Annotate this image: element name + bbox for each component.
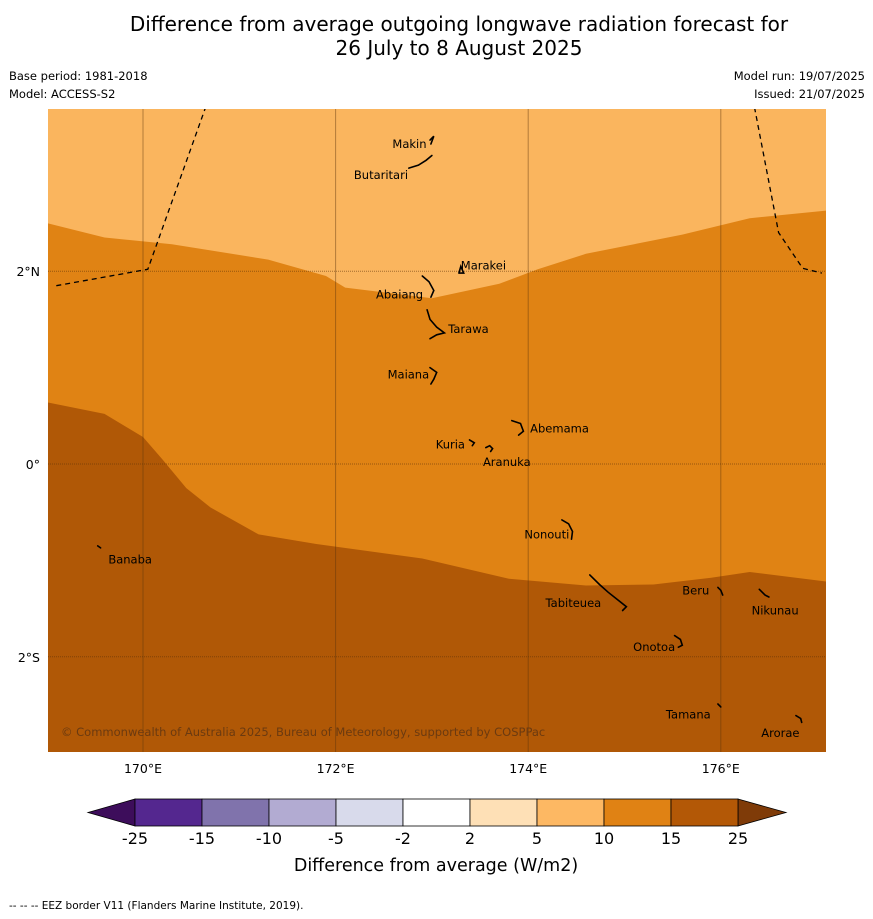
- colorbar-tick-label: -15: [189, 829, 215, 848]
- eez-footnote: -- -- -- EEZ border V11 (Flanders Marine…: [9, 900, 304, 912]
- island-label: Makin: [392, 137, 426, 151]
- colorbar-tick-label: -25: [122, 829, 148, 848]
- map-panel: Makin Butaritari Marakei Abaiang Tarawa Maian…: [16, 109, 826, 776]
- island-label: Marakei: [461, 258, 506, 272]
- title-line-2: 26 July to 8 August 2025: [335, 36, 583, 60]
- lon-tick-label: 170°E: [124, 761, 162, 776]
- island-outline: [96, 545, 102, 549]
- lon-tick-label: 172°E: [317, 761, 355, 776]
- lat-tick-label: 0°: [26, 457, 40, 472]
- model-name: Model: ACCESS-S2: [9, 87, 116, 101]
- colorbar-title: Difference from average (W/m2): [294, 856, 578, 876]
- island-outline: [426, 308, 447, 340]
- colorbar-segment: [268, 798, 337, 827]
- colorbar-segment: [335, 798, 404, 827]
- island-outline: [717, 703, 722, 708]
- copyright-notice: © Commonwealth of Australia 2025, Bureau…: [61, 725, 545, 739]
- island-label: Maiana: [388, 367, 430, 381]
- meta-left: Base period: 1981-2018 Model: ACCESS-S2: [9, 69, 148, 105]
- island-outline: [717, 586, 724, 596]
- colorbar-segment: [201, 798, 270, 827]
- base-period: Base period: 1981-2018: [9, 69, 148, 83]
- island-outline: [468, 439, 476, 447]
- island-outline: [561, 519, 574, 541]
- colorbar-tick-label: -10: [256, 829, 282, 848]
- figure-title: Difference from average outgoing longwav…: [0, 12, 873, 60]
- island-label: Tarawa: [447, 322, 488, 336]
- island-outline: [484, 444, 494, 453]
- island-outline: [758, 588, 770, 598]
- island-label: Butaritari: [354, 168, 408, 182]
- band-15-25: [48, 402, 826, 752]
- colorbar-tick-label: 2: [465, 829, 475, 848]
- colorbar-segment: [536, 798, 605, 827]
- island-outline: [458, 264, 465, 274]
- colorbar-segment: [469, 798, 538, 827]
- island-outline: [588, 574, 628, 612]
- island-outline: [429, 135, 435, 145]
- colorbar-tick-label: 5: [532, 829, 542, 848]
- lat-tick-label: 2°N: [16, 264, 40, 279]
- island-label: Arorae: [761, 726, 799, 740]
- island-label: Aranuka: [483, 455, 531, 469]
- colorbar-tick-label: 25: [728, 829, 748, 848]
- colorbar-segment: [670, 798, 739, 827]
- colorbar-extend-high: [737, 798, 788, 827]
- island-label: Nonouti: [524, 527, 569, 541]
- island-label: Tamana: [665, 708, 711, 722]
- model-run: Model run: 19/07/2025: [733, 69, 865, 83]
- island-outline: [673, 634, 684, 649]
- island-label: Abemama: [530, 421, 589, 435]
- island-outline: [429, 366, 438, 385]
- island-outline: [421, 275, 435, 299]
- island-label: Beru: [682, 583, 709, 597]
- colorbar-tick-label: 10: [594, 829, 614, 848]
- colorbar-segment: [402, 798, 471, 827]
- lat-tick-label: 2°S: [18, 650, 40, 665]
- island-label: Tabiteuea: [545, 596, 602, 610]
- island-outline: [795, 714, 803, 724]
- lon-tick-label: 176°E: [702, 761, 740, 776]
- island-outline: [407, 154, 433, 169]
- island-label: Banaba: [108, 552, 152, 566]
- colorbar-tick-label: -5: [328, 829, 344, 848]
- island-label: Nikunau: [752, 604, 799, 618]
- colorbar-segment: [603, 798, 672, 827]
- island-outline: [510, 419, 525, 436]
- lon-tick-label: 174°E: [509, 761, 547, 776]
- issued-date: Issued: 21/07/2025: [754, 87, 865, 101]
- island-label: Onotoa: [633, 640, 675, 654]
- colorbar-segment: [134, 798, 203, 827]
- meta-right: Model run: 19/07/2025 Issued: 21/07/2025: [734, 69, 865, 105]
- title-line-1: Difference from average outgoing longwav…: [129, 12, 789, 36]
- colorbar-tick-label: 15: [661, 829, 681, 848]
- island-label: Kuria: [436, 438, 465, 452]
- eez-border-west: [56, 109, 206, 287]
- island-label: Abaiang: [376, 287, 423, 301]
- colorbar-tick-label: -2: [395, 829, 411, 848]
- colorbar-extend-low: [86, 798, 136, 827]
- eez-border-east: [754, 109, 823, 274]
